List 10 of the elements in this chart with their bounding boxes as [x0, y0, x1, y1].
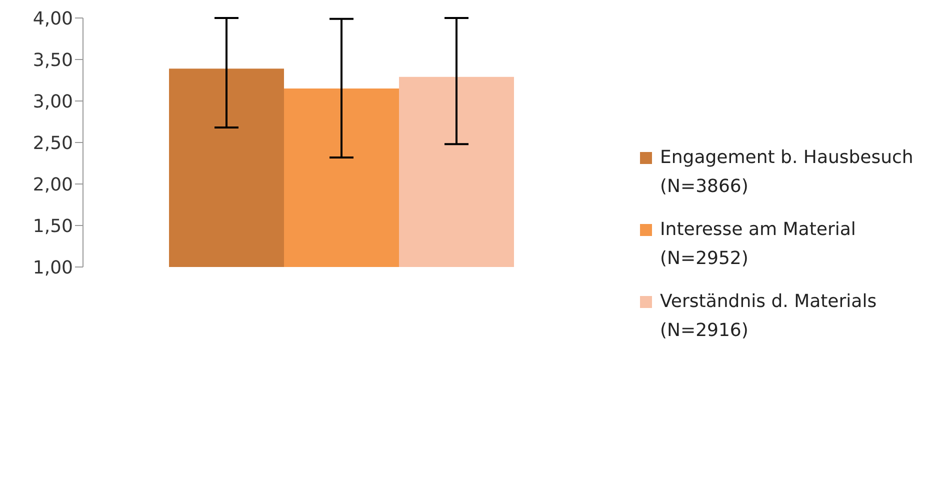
y-tick-label: 2,00 — [32, 174, 73, 196]
y-tick-label: 2,50 — [32, 132, 73, 154]
legend-label: Engagement b. Hausbesuch (N=3866) — [660, 146, 914, 199]
y-tick-label: 4,00 — [32, 8, 73, 30]
y-tick-label: 1,00 — [32, 257, 73, 278]
y-tick-label: 3,00 — [32, 91, 73, 112]
y-tick-label: 1,50 — [32, 216, 73, 237]
legend-label: Interesse am Material (N=2952) — [660, 218, 857, 271]
y-tick-label: 3,50 — [32, 50, 73, 71]
legend-label: Verständnis d. Materials (N=2916) — [660, 290, 878, 343]
